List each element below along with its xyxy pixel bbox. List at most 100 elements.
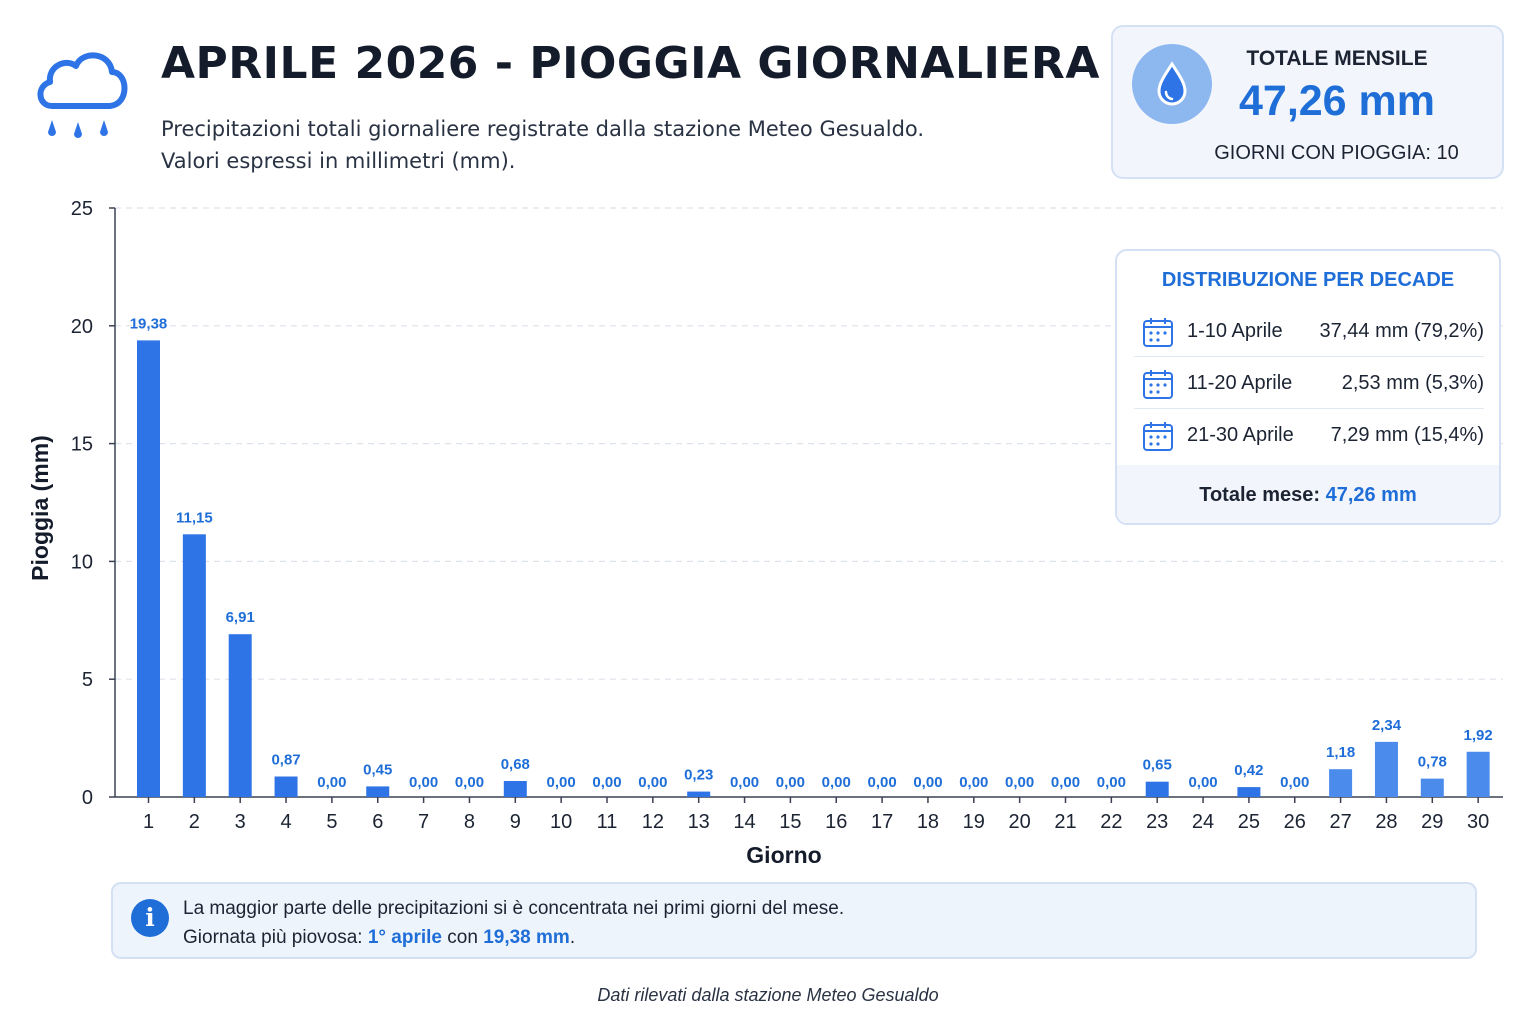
calendar-icon bbox=[1143, 318, 1173, 347]
bar-day-30 bbox=[1466, 751, 1490, 797]
monthly-total-card: TOTALE MENSILE 47,26 mm GIORNI CON PIOGG… bbox=[1111, 25, 1504, 179]
y-tick-label: 15 bbox=[71, 434, 93, 456]
decade-distribution-card: DISTRIBUZIONE PER DECADE 1-10 Aprile 37,… bbox=[1115, 249, 1501, 525]
bar-value-label: 19,38 bbox=[130, 315, 168, 332]
x-tick-label: 21 bbox=[1054, 811, 1076, 833]
total-value: 47,26 mm bbox=[1238, 77, 1436, 125]
x-tick-label: 26 bbox=[1284, 811, 1306, 833]
x-tick-label: 19 bbox=[963, 811, 985, 833]
bar-value-label: 0,00 bbox=[455, 774, 484, 791]
x-tick-label: 3 bbox=[235, 811, 246, 833]
bar-value-label: 11,15 bbox=[176, 509, 213, 526]
y-axis-title: Pioggia (mm) bbox=[27, 435, 53, 581]
x-tick-label: 8 bbox=[464, 811, 475, 833]
y-tick-label: 5 bbox=[82, 669, 93, 691]
x-tick-label: 30 bbox=[1467, 811, 1489, 833]
bar-value-label: 0,65 bbox=[1143, 757, 1172, 774]
bar-day-6 bbox=[366, 786, 390, 797]
subtitle-line-2: Valori espressi in millimetri (mm). bbox=[161, 149, 516, 173]
bar-value-label: 0,00 bbox=[317, 774, 346, 791]
x-tick-label: 23 bbox=[1146, 811, 1168, 833]
y-tick-label: 25 bbox=[71, 198, 93, 220]
x-tick-label: 18 bbox=[917, 811, 939, 833]
x-tick-label: 11 bbox=[597, 811, 618, 833]
x-tick-label: 25 bbox=[1238, 811, 1260, 833]
bar-day-25 bbox=[1237, 787, 1261, 797]
bar-value-label: 0,42 bbox=[1234, 762, 1263, 779]
x-tick-label: 5 bbox=[326, 811, 337, 833]
x-tick-label: 4 bbox=[280, 811, 291, 833]
x-tick-label: 29 bbox=[1421, 811, 1443, 833]
decade-label: 21-30 Aprile bbox=[1187, 424, 1294, 446]
calendar-icon bbox=[1143, 370, 1173, 399]
x-tick-label: 2 bbox=[189, 811, 200, 833]
decade-label: 1-10 Aprile bbox=[1187, 320, 1283, 342]
info-text: La maggior parte delle precipitazioni si… bbox=[183, 894, 844, 952]
bar-value-label: 0,00 bbox=[822, 774, 851, 791]
wettest-day: 1° aprile bbox=[367, 927, 442, 948]
bar-day-23 bbox=[1145, 781, 1169, 797]
bar-day-13 bbox=[687, 791, 711, 797]
bar-day-1 bbox=[137, 340, 160, 797]
bar-value-label: 0,00 bbox=[1280, 774, 1309, 791]
decade-row: 21-30 Aprile 7,29 mm (15,4%) bbox=[1134, 409, 1484, 461]
x-tick-label: 1 bbox=[143, 811, 154, 833]
x-tick-label: 17 bbox=[871, 811, 893, 833]
x-tick-label: 24 bbox=[1192, 811, 1214, 833]
bar-value-label: 0,00 bbox=[730, 774, 759, 791]
total-label: TOTALE MENSILE bbox=[1246, 47, 1428, 70]
x-tick-label: 20 bbox=[1009, 811, 1031, 833]
bar-value-label: 0,00 bbox=[547, 774, 576, 791]
x-tick-label: 22 bbox=[1100, 811, 1122, 833]
x-tick-label: 16 bbox=[825, 811, 847, 833]
info-note: i La maggior parte delle precipitazioni … bbox=[111, 882, 1477, 959]
info-prefix: Giornata più piovosa: bbox=[183, 927, 363, 948]
page-subtitle: Precipitazioni totali giornaliere regist… bbox=[161, 113, 924, 177]
decade-label: 11-20 Aprile bbox=[1187, 372, 1293, 394]
bar-day-3 bbox=[228, 634, 252, 797]
rain-cloud-icon bbox=[37, 52, 128, 138]
decade-title: DISTRIBUZIONE PER DECADE bbox=[1161, 269, 1455, 291]
footer-source: Dati rilevati dalla stazione Meteo Gesua… bbox=[597, 985, 939, 1005]
x-tick-label: 14 bbox=[733, 811, 755, 833]
bar-value-label: 0,78 bbox=[1418, 754, 1447, 771]
x-tick-label: 7 bbox=[418, 811, 429, 833]
bar-day-9 bbox=[503, 780, 527, 797]
x-tick-label: 28 bbox=[1375, 811, 1397, 833]
x-tick-label: 15 bbox=[779, 811, 801, 833]
info-line-1: La maggior parte delle precipitazioni si… bbox=[183, 898, 845, 919]
bar-value-label: 0,00 bbox=[1097, 774, 1126, 791]
decade-total-label: Totale mese: bbox=[1199, 484, 1321, 506]
page-title: APRILE 2026 - PIOGGIA GIORNALIERA bbox=[161, 38, 1100, 89]
bar-value-label: 1,18 bbox=[1326, 744, 1355, 761]
bar-value-label: 0,00 bbox=[409, 774, 438, 791]
bar-value-label: 0,00 bbox=[867, 774, 896, 791]
x-tick-label: 12 bbox=[642, 811, 664, 833]
decade-row: 11-20 Aprile 2,53 mm (5,3%) bbox=[1134, 357, 1484, 409]
decade-value: 7,29 mm (15,4%) bbox=[1330, 424, 1484, 446]
x-tick-label: 27 bbox=[1329, 811, 1351, 833]
bar-value-label: 0,00 bbox=[776, 774, 805, 791]
wettest-value: 19,38 mm bbox=[483, 927, 570, 948]
x-axis-title: Giorno bbox=[746, 842, 821, 868]
x-tick-label: 10 bbox=[550, 811, 572, 833]
bar-value-label: 0,68 bbox=[501, 756, 530, 773]
decade-value: 37,44 mm (79,2%) bbox=[1319, 320, 1484, 342]
bar-value-label: 0,87 bbox=[271, 752, 300, 769]
bar-value-label: 0,00 bbox=[959, 774, 988, 791]
y-tick-label: 0 bbox=[82, 787, 93, 809]
decade-total: Totale mese: 47,26 mm bbox=[1117, 465, 1499, 523]
water-drop-icon bbox=[1132, 44, 1212, 124]
subtitle-line-1: Precipitazioni totali giornaliere regist… bbox=[161, 117, 925, 141]
bar-value-label: 0,45 bbox=[363, 761, 392, 778]
x-tick-label: 6 bbox=[372, 811, 383, 833]
bar-day-4 bbox=[274, 776, 298, 797]
bar-value-label: 0,00 bbox=[638, 774, 667, 791]
info-line-2: Giornata più piovosa: 1° aprile con 19,3… bbox=[183, 923, 844, 952]
y-tick-label: 10 bbox=[71, 551, 93, 573]
bar-day-2 bbox=[182, 534, 206, 797]
bar-value-label: 0,00 bbox=[1005, 774, 1034, 791]
bar-day-28 bbox=[1374, 741, 1398, 797]
bar-value-label: 2,34 bbox=[1372, 717, 1402, 734]
